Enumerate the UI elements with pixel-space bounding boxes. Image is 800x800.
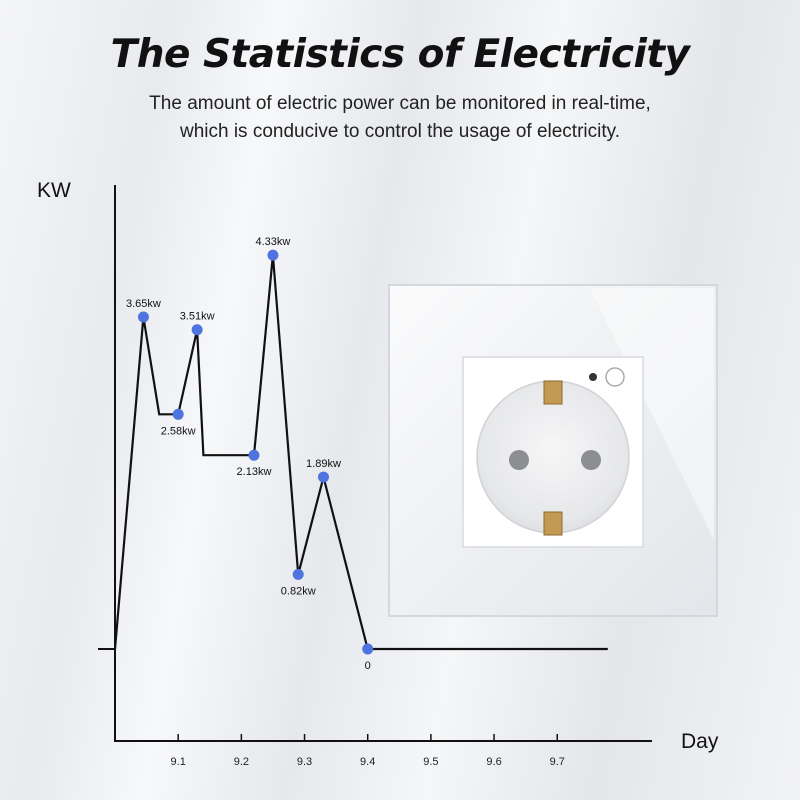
power-line-series [113, 254, 608, 651]
data-markers [137, 249, 374, 655]
x-tick-label: 9.1 [171, 756, 186, 768]
socket-hole-right [581, 450, 601, 470]
x-axis-title: Day [681, 730, 719, 753]
data-point-label: 1.89kw [306, 458, 341, 470]
x-ticks: 9.1 9.2 9.3 9.4 9.5 9.6 9.7 [171, 734, 565, 768]
data-point-marker [292, 568, 304, 580]
page-title: The Statistics of Electricity [110, 32, 690, 77]
ground-contact-top [543, 380, 563, 405]
y-axis-title: KW [37, 179, 71, 202]
glass-reflection [517, 288, 714, 540]
data-point-label: 2.58kw [161, 425, 196, 437]
data-point-label: 0 [365, 660, 371, 672]
data-point-label: 3.51kw [180, 311, 215, 323]
x-tick-label: 9.6 [486, 756, 501, 768]
data-point-marker [317, 471, 329, 483]
x-tick-label: 9.2 [234, 756, 249, 768]
ground-contact-bottom [543, 511, 563, 536]
indicator-led [589, 373, 597, 381]
power-button-icon [605, 367, 625, 387]
data-point-marker [137, 311, 149, 323]
data-point-label: 3.65kw [126, 298, 161, 310]
data-point-label: 4.33kw [256, 236, 291, 248]
subtitle-line-2: which is conducive to control the usage … [179, 121, 621, 142]
data-point-marker [248, 449, 260, 461]
subtitle-line-1: The amount of electric power can be moni… [149, 93, 651, 114]
x-tick-label: 9.3 [297, 756, 312, 768]
data-point-marker [267, 249, 279, 261]
data-labels: 3.65kw 2.58kw 3.51kw 2.13kw 4.33kw 0.82kw 1.89… [126, 236, 371, 672]
page-subtitle: The amount of electric power can be moni… [0, 90, 800, 146]
data-point-marker [191, 324, 203, 336]
socket-illustration [388, 284, 718, 617]
data-point-label: 2.13kw [237, 466, 272, 478]
socket-hole-left [509, 450, 529, 470]
x-tick-label: 9.4 [360, 756, 375, 768]
data-point-label: 0.82kw [281, 585, 316, 597]
x-tick-label: 9.7 [550, 756, 565, 768]
x-tick-label: 9.5 [423, 756, 438, 768]
data-point-marker [172, 408, 184, 420]
data-point-marker [362, 643, 374, 655]
